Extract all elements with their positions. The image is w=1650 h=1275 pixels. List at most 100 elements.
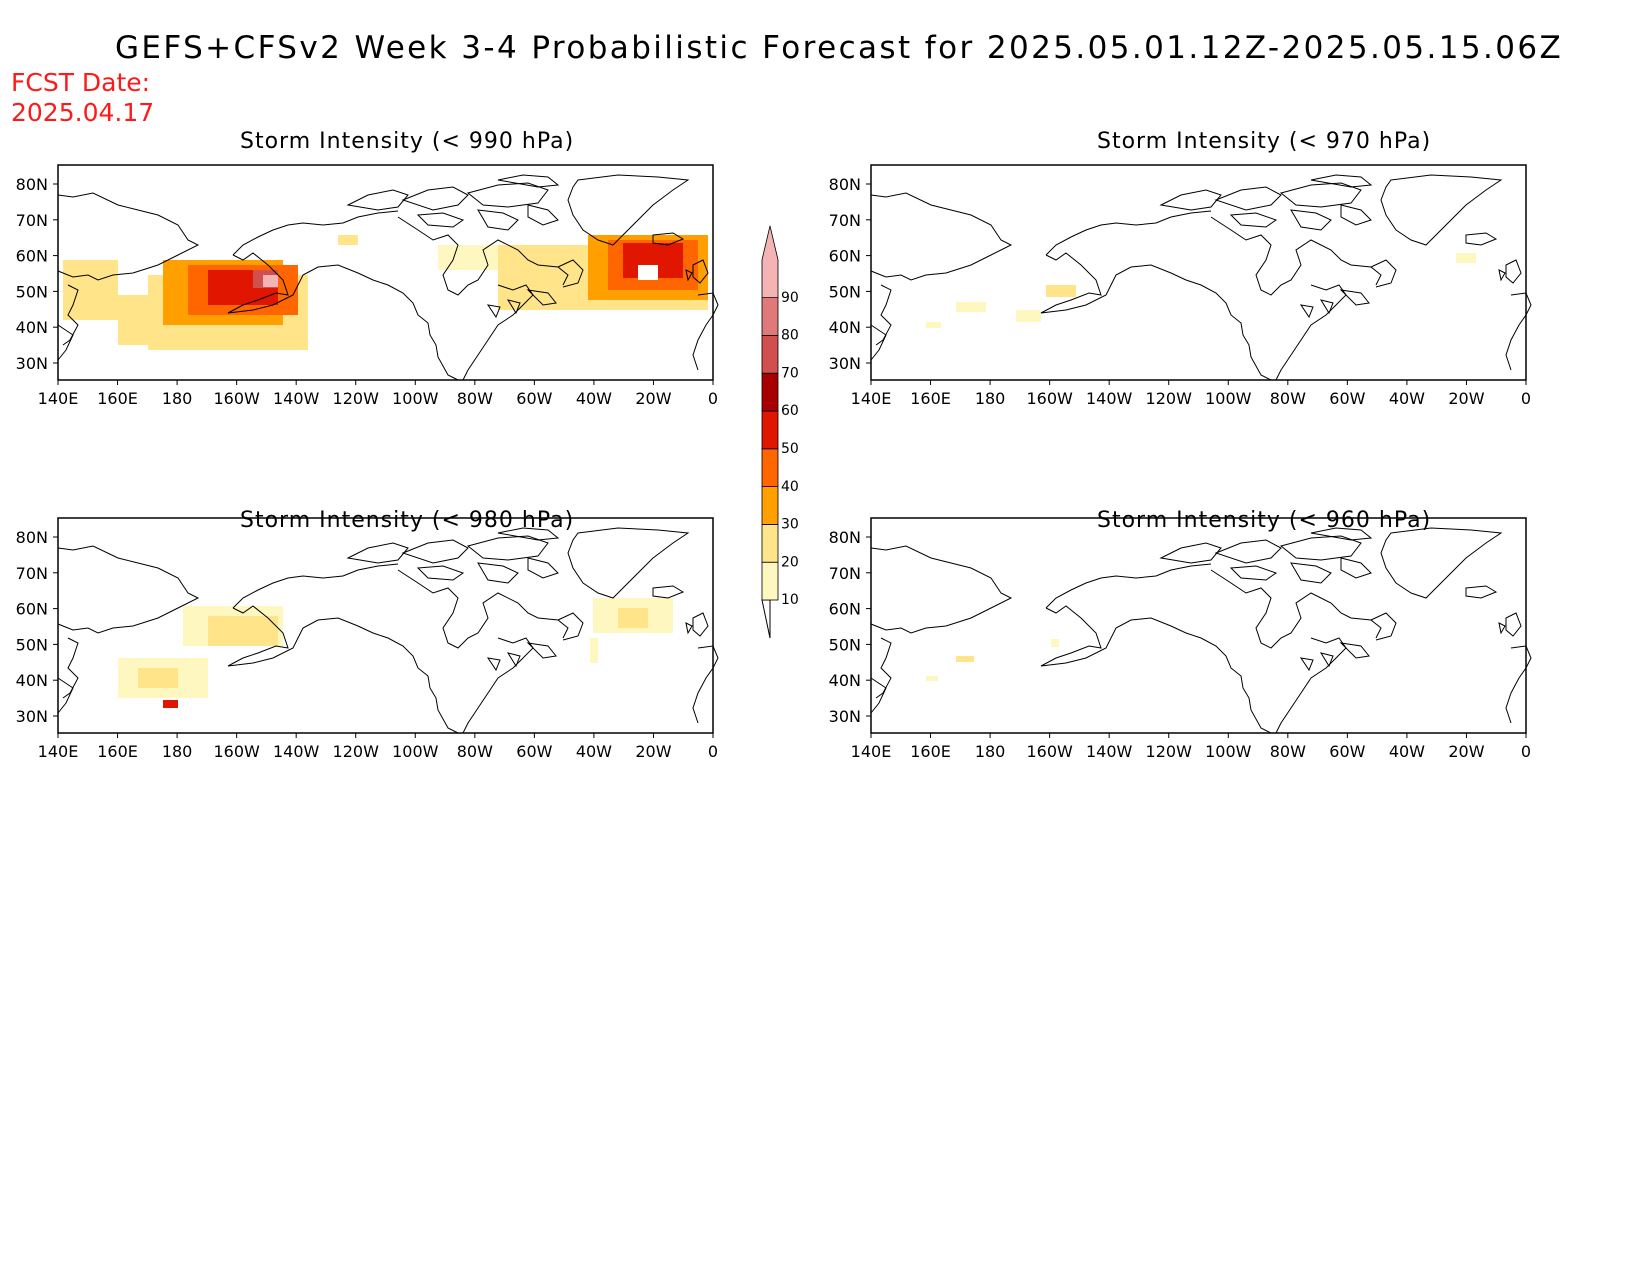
lat-label: 80N [16,175,48,194]
lon-label: 180 [975,389,1006,408]
colorbar-swatch [761,225,779,298]
colorbar-swatch [761,561,779,601]
lon-label: 20W [635,389,671,408]
lon-label: 140E [851,742,892,761]
colorbar-label: 10 [781,592,799,608]
lat-label: 70N [16,564,48,583]
lon-label: 60W [516,389,552,408]
map-panel-960: 80N 70N 60N 50N 40N 30N 140E 160E 180 160W 140W 120… [829,517,1532,761]
lon-label: 160W [1026,389,1073,408]
coastline [870,174,1532,381]
lon-label: 180 [162,742,193,761]
prob-region [926,676,938,681]
colorbar-swatch [761,523,779,563]
prob-region [138,668,178,688]
lon-label: 20W [1448,389,1484,408]
colorbar-swatch [761,410,779,450]
map-frame [870,164,1527,381]
forecast-date-caption: FCST Date: [11,68,151,97]
panel-title-990: Storm Intensity (< 990 hPa) [240,129,575,154]
lat-label: 30N [16,354,48,373]
colorbar-label: 50 [781,441,799,457]
lon-label: 120W [1146,389,1193,408]
lon-label: 160E [97,742,138,761]
colorbar-label: 70 [781,365,799,381]
map-frame [870,517,1527,734]
lat-label: 30N [829,707,861,726]
prob-region [956,656,974,662]
lat-label: 80N [16,528,48,547]
lat-label: 70N [829,211,861,230]
lat-label: 80N [829,175,861,194]
prob-region [338,235,358,245]
lon-label: 40W [576,742,612,761]
axis-ticks: 80N 70N 60N 50N 40N 30N 140E 160E 180 160W 140W 120… [16,175,718,408]
colorbar-label: 60 [781,403,799,419]
lon-label: 0 [1521,742,1531,761]
prob-region [926,322,941,328]
forecast-date-label: FCST Date: 2025.04.17 [11,68,154,128]
prob-region [618,608,648,628]
map-frame [57,517,714,734]
panel-title-970: Storm Intensity (< 970 hPa) [1097,129,1432,154]
prob-region [1456,253,1476,263]
lon-label: 60W [1329,742,1365,761]
prob-region [1051,639,1059,647]
axis-ticks: 80N 70N 60N 50N 40N 30N 140E 160E 180 160W 140W 120… [16,528,718,761]
lon-label: 80W [457,389,493,408]
prob-region [63,260,118,320]
probability-overlay [118,598,673,708]
lon-label: 120W [333,742,380,761]
prob-region [638,265,658,280]
lon-label: 160W [1026,742,1073,761]
colorbar-label: 20 [781,554,799,570]
lon-label: 160E [910,742,951,761]
lon-label: 160E [910,389,951,408]
lon-label: 120W [1146,742,1193,761]
lon-label: 80W [1270,742,1306,761]
lon-label: 140W [273,389,320,408]
lon-label: 80W [1270,389,1306,408]
color-bar: 10 20 30 40 50 60 70 80 90 [761,225,799,639]
lon-label: 160W [213,742,260,761]
lat-label: 30N [829,354,861,373]
colorbar-label: 30 [781,517,799,533]
prob-region [163,700,178,708]
lon-label: 120W [333,389,380,408]
lat-label: 80N [829,528,861,547]
lat-label: 50N [16,282,48,301]
lat-label: 50N [829,282,861,301]
colorbar-swatch [761,448,779,488]
lon-label: 140E [851,389,892,408]
lat-label: 70N [829,564,861,583]
lat-label: 70N [16,211,48,230]
lon-label: 60W [516,742,552,761]
colorbar-swatch [761,486,779,525]
colorbar-tail [761,599,771,639]
colorbar-label: 40 [781,479,799,495]
lon-label: 80W [457,742,493,761]
map-panel-990: 80N 70N 60N 50N 40N 30N 140E 160E 180 160W 140W 120… [16,164,719,408]
forecast-date-value: 2025.04.17 [11,98,155,127]
lat-label: 40N [829,671,861,690]
lon-label: 140E [38,389,79,408]
prob-region [438,245,498,270]
lon-label: 180 [975,742,1006,761]
lon-label: 140W [1086,742,1133,761]
lat-label: 30N [16,707,48,726]
prob-region [208,616,278,646]
map-panel-970: 80N 70N 60N 50N 40N 30N 140E 160E 180 160W 140W 120… [829,164,1532,408]
lat-label: 50N [16,635,48,654]
lat-label: 40N [829,318,861,337]
lon-label: 0 [708,742,718,761]
map-panel-980: 80N 70N 60N 50N 40N 30N 140E 160E 180 160W 140W 120… [16,517,719,761]
lon-label: 40W [1389,389,1425,408]
lat-label: 60N [829,600,861,619]
probability-overlay [63,235,708,350]
lat-label: 60N [16,247,48,266]
lon-label: 0 [708,389,718,408]
prob-region [1046,285,1076,297]
lon-label: 100W [1205,389,1252,408]
prob-region [1016,310,1041,322]
